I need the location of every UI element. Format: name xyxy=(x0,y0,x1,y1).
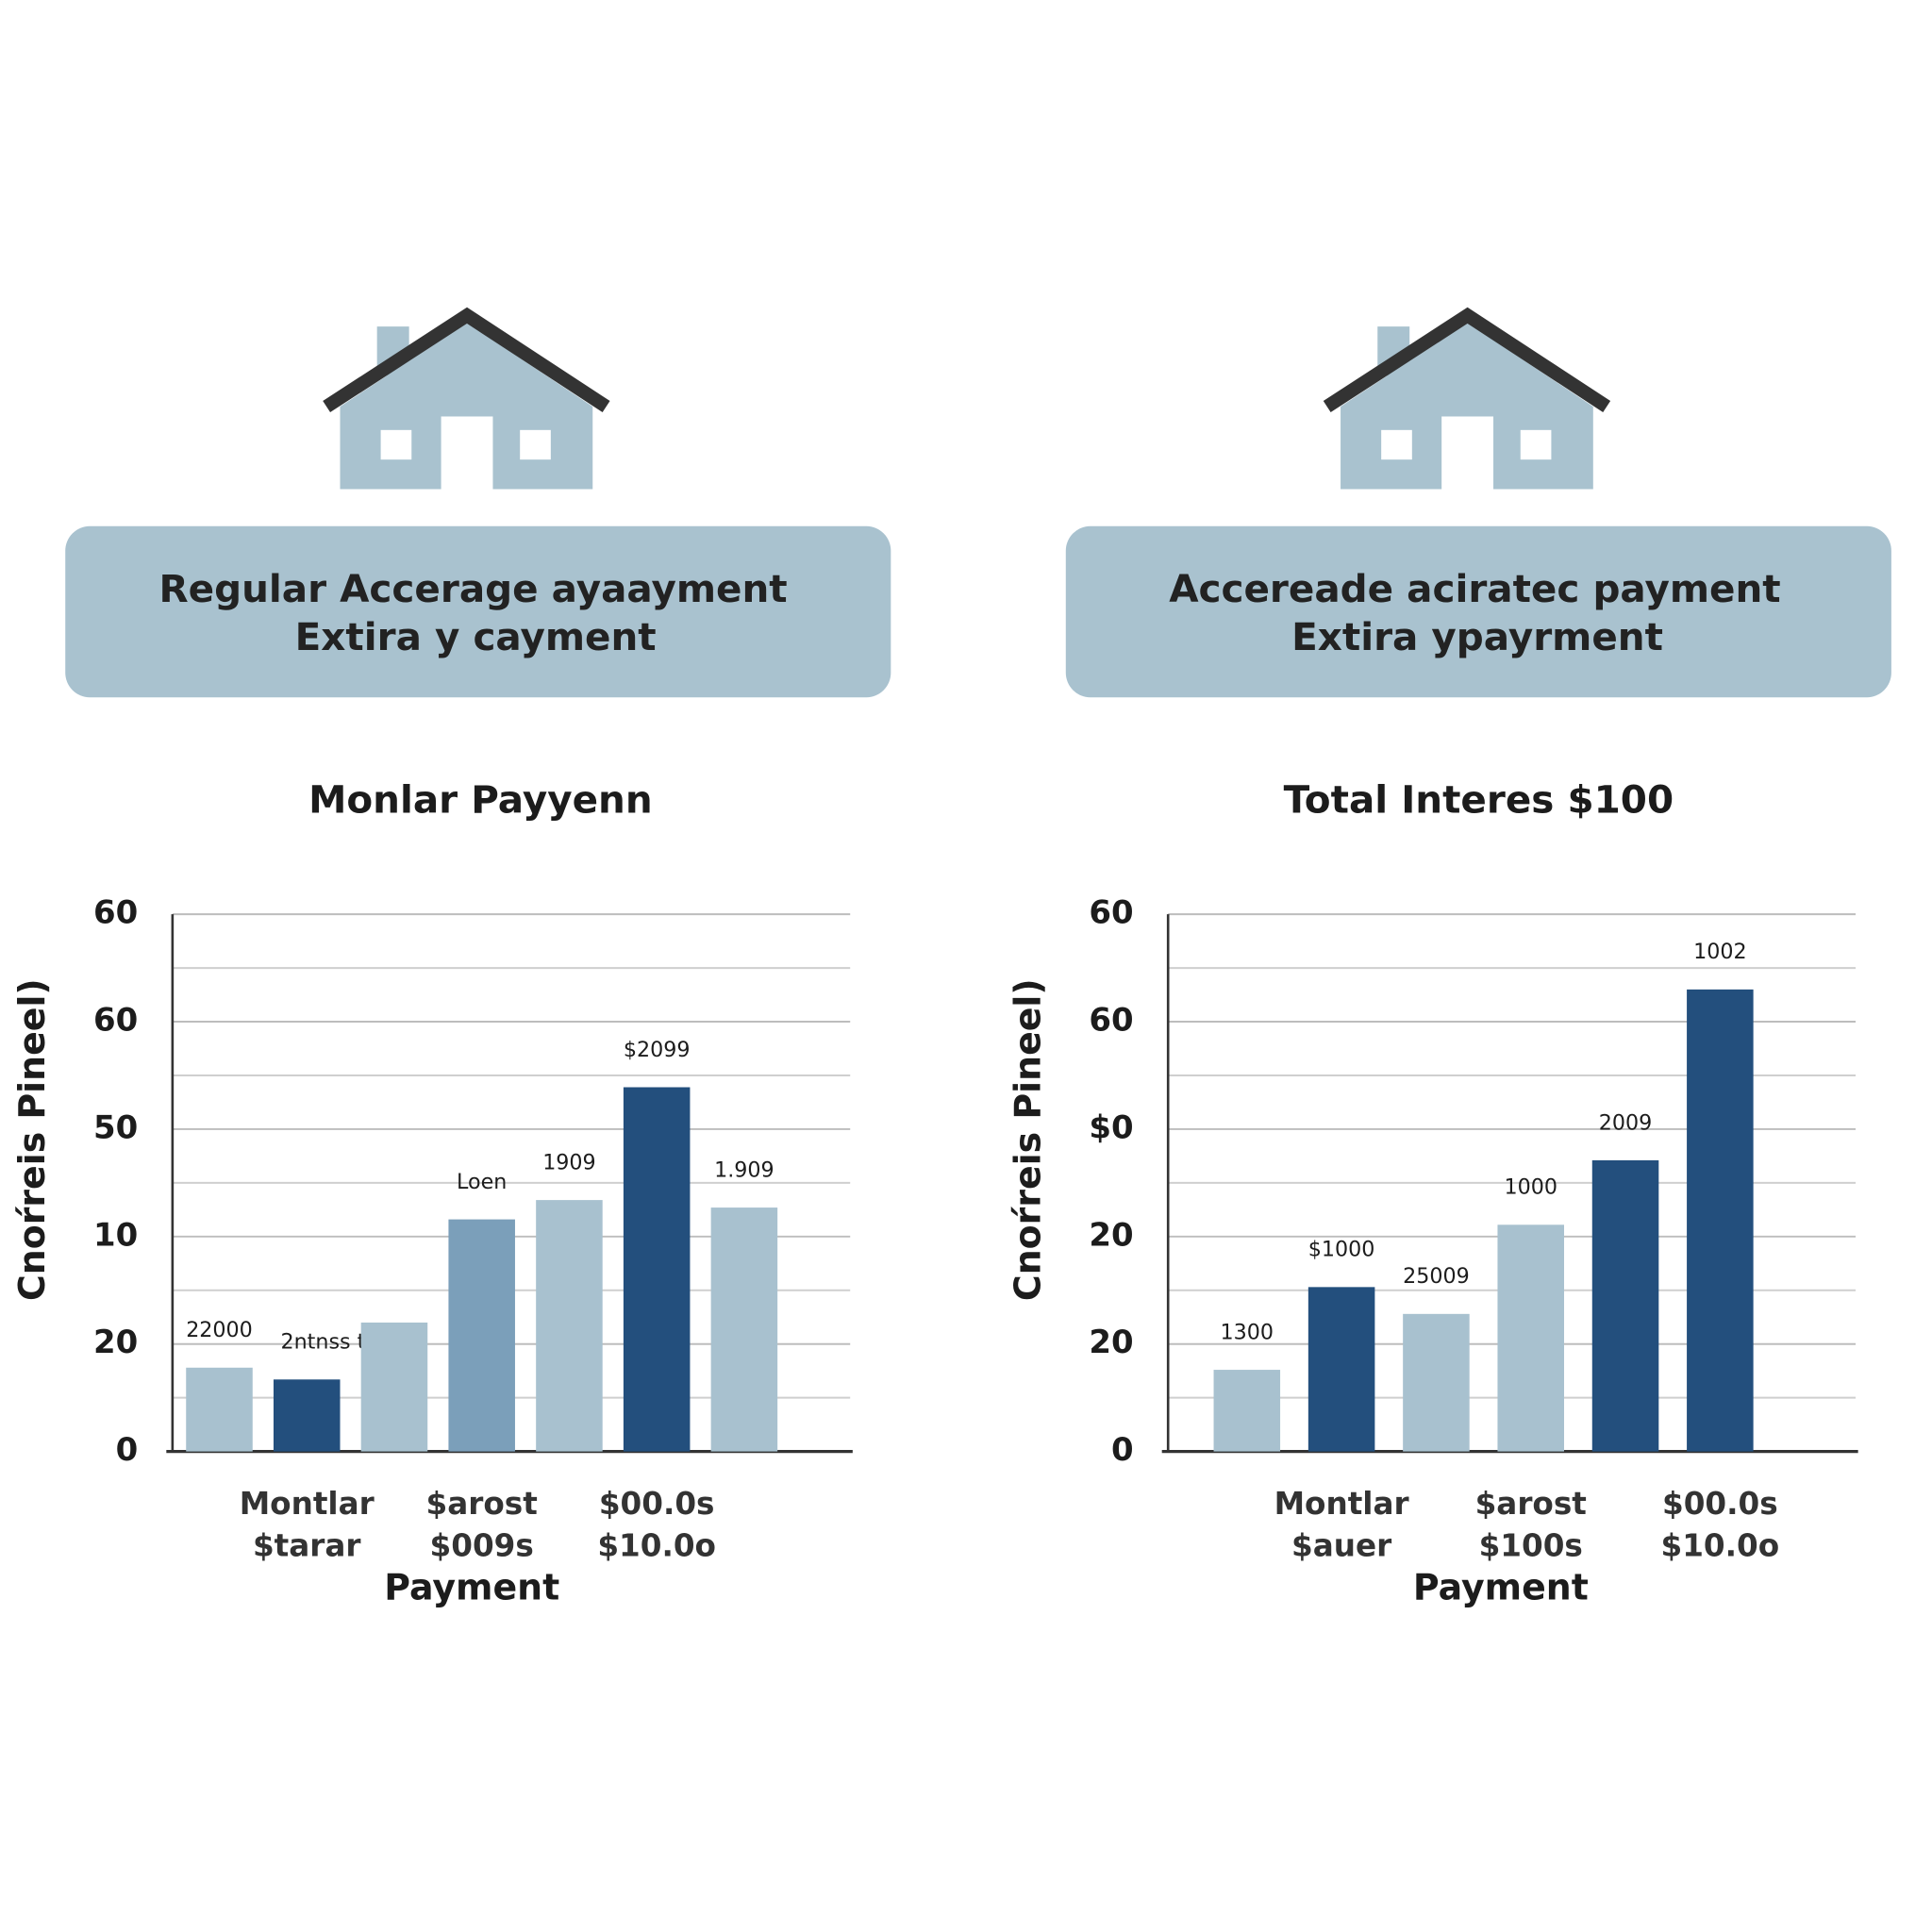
box-text: Regular Accerage ayaayment xyxy=(159,566,788,611)
y-axis-label: Cnoŕreis Pineel) xyxy=(1007,978,1048,1301)
y-tick-label: 20 xyxy=(1089,1216,1133,1254)
house-icon xyxy=(1323,307,1611,490)
x-tick-label: $10.0o xyxy=(1661,1527,1780,1563)
y-tick-label: 0 xyxy=(116,1431,139,1469)
bar xyxy=(1307,1287,1375,1452)
bar xyxy=(1213,1370,1281,1452)
box-text: Accereade aciratec payment xyxy=(1169,566,1780,611)
x-tick-label: $10.0o xyxy=(597,1527,716,1563)
data-label: 1002 xyxy=(1693,940,1746,964)
x-tick-label: $100s xyxy=(1479,1527,1583,1563)
y-tick-label: 60 xyxy=(1089,894,1133,932)
x-tick-label: $tarar xyxy=(253,1527,361,1563)
x-tick-label: $00.0s xyxy=(1662,1486,1778,1522)
bar xyxy=(1591,1159,1659,1452)
x-tick-label: $00.0s xyxy=(599,1486,715,1522)
x-tick-label: $009s xyxy=(430,1527,534,1563)
bar xyxy=(448,1219,515,1452)
bar xyxy=(1497,1224,1564,1452)
bar xyxy=(1687,989,1754,1452)
house-icon xyxy=(323,307,610,490)
data-label: 1300 xyxy=(1221,1320,1274,1344)
bar xyxy=(1403,1313,1470,1452)
x-tick-label: $auer xyxy=(1291,1527,1391,1563)
box-text: Extira y cayment xyxy=(295,614,657,659)
y-tick-label: $0 xyxy=(1089,1108,1133,1146)
bar xyxy=(186,1367,253,1452)
y-tick-label: 0 xyxy=(1111,1431,1134,1469)
chart-title: Total Interes $100 xyxy=(1284,776,1674,822)
x-tick-label: $arost xyxy=(1475,1486,1587,1522)
data-label: 25009 xyxy=(1403,1264,1470,1289)
x-tick-label: $arost xyxy=(426,1486,538,1522)
data-label: 2009 xyxy=(1599,1110,1652,1135)
y-tick-label: 20 xyxy=(93,1324,138,1361)
y-axis-label: Cnoŕreis Pineel) xyxy=(11,978,53,1301)
data-label: $2099 xyxy=(624,1038,691,1062)
data-label: 1000 xyxy=(1504,1175,1557,1200)
x-tick-label: Montlar xyxy=(1274,1486,1409,1522)
info-box xyxy=(1065,525,1891,698)
y-tick-label: 60 xyxy=(1089,1002,1133,1040)
data-label: 22000 xyxy=(186,1318,253,1342)
data-label: 1909 xyxy=(542,1150,595,1174)
data-label: $1000 xyxy=(1308,1238,1375,1262)
x-axis-label: Payment xyxy=(384,1566,559,1607)
box-text: Extira ypayrment xyxy=(1291,614,1663,659)
data-label: Loen xyxy=(457,1170,507,1194)
bar xyxy=(273,1379,341,1452)
y-tick-label: 60 xyxy=(93,894,138,932)
bar xyxy=(710,1208,778,1452)
y-tick-label: 20 xyxy=(1089,1324,1133,1361)
info-box xyxy=(65,525,891,698)
bar xyxy=(360,1322,428,1452)
data-label: 1.909 xyxy=(714,1158,774,1182)
x-axis-label: Payment xyxy=(1413,1566,1589,1607)
bar xyxy=(536,1200,603,1452)
y-tick-label: 50 xyxy=(93,1108,138,1146)
y-tick-label: 60 xyxy=(93,1002,138,1040)
x-tick-label: Montlar xyxy=(240,1486,375,1522)
y-tick-label: 10 xyxy=(93,1216,138,1254)
chart-title: Monlar Payyenn xyxy=(308,776,653,822)
bar xyxy=(623,1087,691,1452)
